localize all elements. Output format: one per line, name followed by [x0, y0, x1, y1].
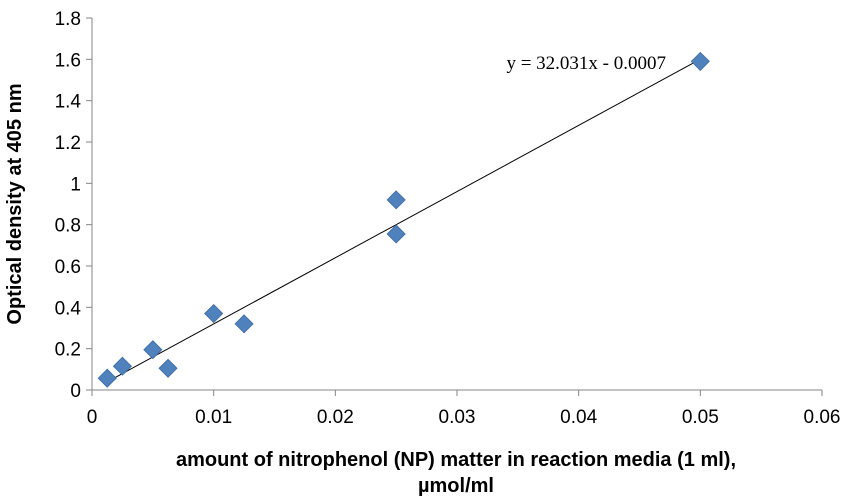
y-tick-label: 0.6 [55, 257, 81, 278]
data-point [690, 51, 710, 71]
y-tick-label: 0.2 [55, 340, 81, 361]
y-tick-label: 1.8 [55, 9, 81, 30]
data-points [97, 51, 710, 388]
y-tick-label: 1.2 [55, 133, 81, 154]
y-tick-label: 0 [70, 381, 81, 402]
y-axis-title: Optical density at 405 nm [4, 83, 26, 324]
x-tick-label: 0.02 [317, 407, 354, 428]
data-point [204, 303, 224, 324]
data-point [386, 190, 406, 210]
trendline [106, 58, 701, 383]
y-axis-ticks: 0 0.2 0.4 0.6 0.8 1 1.2 1.4 1.6 1.8 [55, 9, 92, 402]
x-tick-label: 0.04 [560, 407, 597, 428]
y-tick-label: 1.6 [55, 50, 81, 71]
x-axis-title-line-1: amount of nitrophenol (NP) matter in rea… [176, 449, 736, 471]
trendline-equation: y = 32.031x - 0.0007 [506, 53, 666, 74]
y-tick-label: 1 [70, 174, 81, 195]
data-point [97, 368, 117, 388]
x-axis-title-line-2: µmol/ml [418, 475, 494, 497]
x-tick-label: 0.06 [804, 407, 841, 428]
y-tick-label: 0.8 [55, 216, 81, 237]
x-tick-label: 0.03 [439, 407, 476, 428]
y-tick-label: 1.4 [55, 92, 82, 113]
data-point [386, 224, 406, 244]
data-point [234, 314, 254, 334]
data-point [112, 356, 132, 376]
data-point [158, 358, 178, 378]
y-tick-label: 0.4 [55, 298, 82, 319]
data-point [143, 340, 163, 360]
x-tick-label: 0 [87, 407, 98, 428]
x-tick-label: 0.05 [682, 407, 719, 428]
x-tick-label: 0.01 [195, 407, 232, 428]
x-axis-ticks: 0 0.01 0.02 0.03 0.04 0.05 0.06 [87, 390, 841, 428]
